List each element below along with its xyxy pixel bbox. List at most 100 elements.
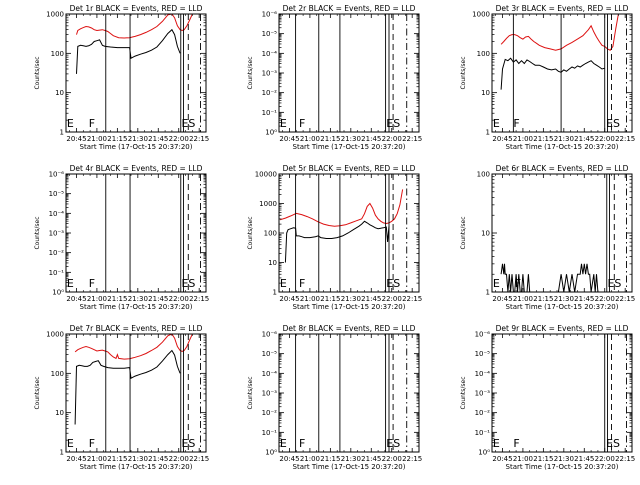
marker-label: E [493, 277, 500, 290]
panel-title: Det 2r BLACK = Events, RED = LLD [283, 4, 416, 13]
x-tick-label: 21:15 [107, 455, 127, 463]
panel-title: Det 6r BLACK = Events, RED = LLD [496, 164, 629, 173]
series-events-line [76, 28, 181, 74]
y-tick-label: 10⁻⁵ [475, 350, 491, 358]
marker-label: E [280, 437, 287, 450]
x-axis-label: Start Time (17-Oct-15 20:37:20) [80, 303, 193, 311]
marker-label: E [67, 437, 74, 450]
x-axis-label: Start Time (17-Oct-15 20:37:20) [506, 463, 619, 471]
x-tick-label: 21:30 [554, 135, 574, 143]
x-tick-label: 22:15 [402, 455, 422, 463]
y-tick-label: 10⁻⁴ [475, 370, 491, 378]
y-tick-label: 10000 [255, 171, 277, 179]
plot-area [74, 334, 201, 452]
panel-det4: Det 4r BLACK = Events, RED = LLD Counts/s… [34, 164, 209, 311]
x-tick-label: 22:00 [382, 135, 402, 143]
y-axis-label: Counts/sec [247, 56, 254, 89]
plot-area [105, 174, 201, 292]
y-tick-label: 10 [268, 259, 277, 267]
x-tick-label: 20:45 [279, 295, 299, 303]
marker-label: F [299, 277, 305, 290]
y-tick-label: 1 [60, 449, 64, 457]
x-tick-label: 22:15 [402, 135, 422, 143]
x-axis-label: Start Time (17-Oct-15 20:37:20) [80, 143, 193, 151]
panel-title: Det 8r BLACK = Events, RED = LLD [283, 324, 416, 333]
plot-area [76, 14, 201, 132]
x-tick-label: 21:00 [300, 455, 320, 463]
x-tick-label: 21:45 [361, 295, 381, 303]
series-events-line [74, 349, 181, 425]
y-axis-label: Counts/sec [247, 216, 254, 249]
x-tick-label: 21:00 [300, 295, 320, 303]
y-tick-label: 100 [51, 50, 64, 58]
plot-frame [491, 333, 633, 453]
panel-det7: Det 7r BLACK = Events, RED = LLD Counts/s… [34, 324, 209, 471]
marker-label: ES [386, 117, 400, 130]
x-tick-label: 21:15 [320, 455, 340, 463]
panel-title: Det 3r BLACK = Events, RED = LLD [496, 4, 629, 13]
y-tick-label: 100 [264, 230, 277, 238]
marker-label: E [493, 117, 500, 130]
plot-frame [65, 333, 207, 453]
x-tick-label: 21:30 [128, 295, 148, 303]
x-tick-label: 21:30 [341, 295, 361, 303]
x-tick-label: 21:45 [148, 455, 168, 463]
x-tick-label: 21:15 [320, 135, 340, 143]
series-lld-line [74, 334, 193, 360]
x-tick-label: 22:15 [189, 455, 209, 463]
y-tick-label: 10⁻⁴ [49, 210, 65, 218]
y-tick-label: 1000 [472, 11, 490, 19]
x-tick-label: 20:45 [66, 295, 86, 303]
y-tick-label: 10⁻⁶ [475, 331, 491, 339]
y-tick-label: 100 [477, 50, 490, 58]
series-events-line [284, 220, 390, 263]
y-axis-label: Counts/sec [460, 376, 467, 409]
y-tick-label: 10⁰ [265, 129, 277, 137]
x-axis-label: Start Time (17-Oct-15 20:37:20) [506, 303, 619, 311]
y-tick-label: 10⁻³ [475, 390, 491, 398]
x-tick-label: 21:00 [300, 135, 320, 143]
marker-label: F [299, 437, 305, 450]
y-tick-label: 10⁻³ [49, 230, 65, 238]
plot-frame [65, 13, 207, 133]
plot-area [500, 14, 627, 132]
x-tick-label: 22:15 [189, 135, 209, 143]
y-tick-label: 1000 [46, 11, 64, 19]
y-tick-label: 10⁻⁵ [262, 30, 278, 38]
y-tick-label: 10⁻¹ [49, 269, 65, 277]
x-axis-label: Start Time (17-Oct-15 20:37:20) [506, 143, 619, 151]
marker-label: F [515, 277, 521, 290]
x-axis-label: Start Time (17-Oct-15 20:37:20) [293, 463, 406, 471]
x-tick-label: 22:00 [595, 135, 615, 143]
marker-label: F [513, 117, 519, 130]
marker-label: E [67, 117, 74, 130]
x-tick-label: 21:15 [107, 135, 127, 143]
y-tick-label: 100 [51, 370, 64, 378]
marker-label: F [299, 117, 305, 130]
plot-area [279, 174, 408, 292]
x-tick-label: 21:45 [361, 455, 381, 463]
y-tick-label: 10⁻¹ [262, 429, 278, 437]
x-tick-label: 21:30 [554, 455, 574, 463]
marker-label: ES [606, 437, 620, 450]
x-tick-label: 22:15 [615, 135, 635, 143]
y-tick-label: 10⁰ [478, 449, 490, 457]
x-tick-label: 20:45 [66, 135, 86, 143]
x-tick-label: 21:45 [148, 135, 168, 143]
marker-label: E [493, 437, 500, 450]
plot-area [500, 174, 627, 292]
x-tick-label: 22:00 [382, 295, 402, 303]
y-tick-label: 10 [55, 409, 64, 417]
x-tick-label: 22:15 [189, 295, 209, 303]
marker-label: F [89, 437, 95, 450]
y-axis-label: Counts/sec [460, 216, 467, 249]
y-axis-label: Counts/sec [34, 216, 41, 249]
panel-title: Det 5r BLACK = Events, RED = LLD [283, 164, 416, 173]
x-tick-label: 22:00 [382, 455, 402, 463]
panel-det2: Det 2r BLACK = Events, RED = LLD Counts/s… [247, 4, 422, 151]
y-axis-label: Counts/sec [460, 56, 467, 89]
x-tick-label: 21:00 [87, 135, 107, 143]
y-tick-label: 10⁻⁵ [262, 350, 278, 358]
y-tick-label: 10⁻⁶ [262, 331, 278, 339]
